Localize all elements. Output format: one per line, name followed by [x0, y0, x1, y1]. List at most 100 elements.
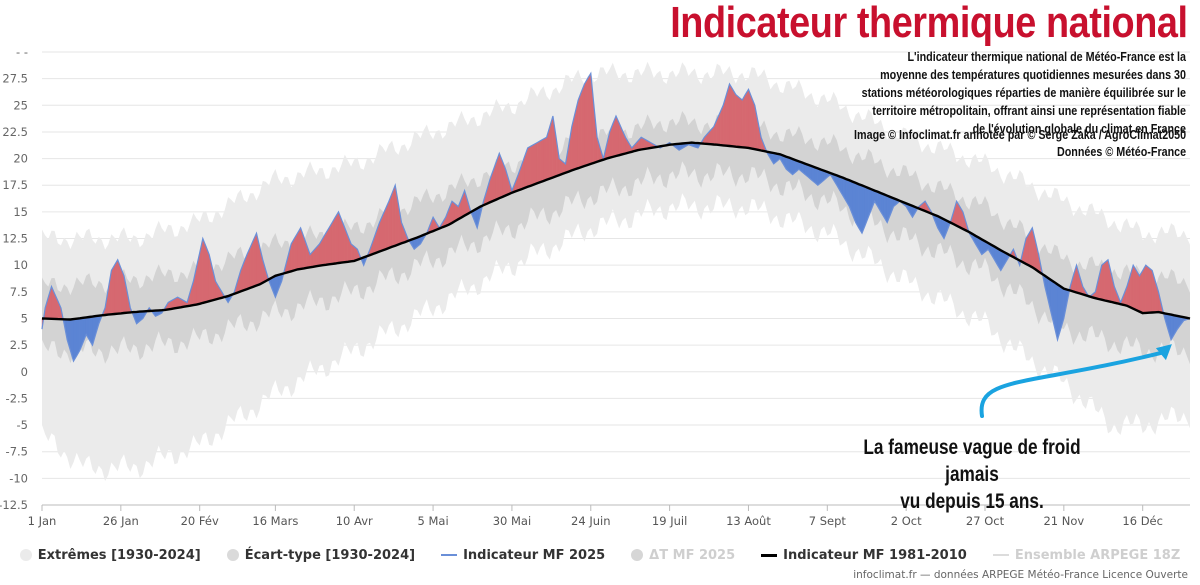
x-tick-label: 24 Juin — [571, 514, 610, 528]
legend-label-mf-normal: Indicateur MF 1981-2010 — [783, 547, 967, 563]
chart-description: L'indicateur thermique national de Météo… — [859, 48, 1186, 146]
x-tick-label: 1 Jan — [28, 514, 57, 528]
cold-wave-annotation: La fameuse vague de froid jamais vu depu… — [841, 434, 1103, 515]
y-tick-label: -7.5 — [6, 445, 28, 459]
anomaly-above — [748, 89, 752, 149]
y-tick-label: 12.5 — [2, 232, 28, 246]
anomaly-above — [114, 259, 118, 315]
x-tick-label: 5 Mai — [418, 514, 449, 528]
description-text: L'indicateur thermique national de Météo… — [861, 50, 1186, 136]
chart-title: Indicateur thermique national — [670, 0, 1189, 47]
x-tick-label: 30 Mai — [493, 514, 531, 528]
anomaly-above — [587, 72, 591, 166]
legend-item-stddev[interactable]: Écart-type [1930-2024] — [226, 544, 416, 566]
anomaly-above — [738, 96, 743, 148]
anomaly-above — [745, 88, 749, 149]
anomaly-above — [253, 233, 257, 287]
anomaly-above — [1148, 267, 1153, 313]
legend-label-arpege: Ensemble ARPEGE 18Z — [1014, 547, 1181, 563]
anomaly-above — [543, 136, 547, 182]
annotation-line-1: La fameuse vague de froid jamais — [863, 436, 1081, 486]
anomaly-below — [73, 318, 77, 362]
x-axis: 1 Jan 26 Jan 20 Fév 16 Mars 10 Avr 5 Mai 30 Ma… — [28, 504, 1190, 528]
legend-item-arpege[interactable]: Ensemble ARPEGE 18Z — [992, 544, 1181, 566]
annotation-arrow-head — [1155, 344, 1172, 361]
anomaly-above — [578, 91, 582, 169]
anomaly-above — [1142, 264, 1147, 314]
annotation-arrow-line — [979, 350, 1166, 418]
anomaly-above — [735, 94, 740, 148]
legend-label-delta-t: ΔT MF 2025 — [649, 547, 736, 563]
annotation-line-2: vu depuis 15 ans. — [900, 490, 1044, 513]
anomaly-below — [855, 182, 859, 229]
anomaly-above — [451, 200, 456, 224]
y-tick-label: 17.5 — [2, 178, 28, 192]
credit-data: Données © Météo-France — [1056, 145, 1186, 159]
anomaly-above — [202, 238, 207, 304]
legend-label-extremes: Extrêmes [1930-2024] — [37, 547, 201, 563]
legend-item-delta-t[interactable]: ΔT MF 2025 — [631, 544, 735, 566]
anomaly-above — [530, 144, 535, 186]
anomaly-above — [1132, 264, 1137, 311]
y-tick-label: 15 — [13, 205, 28, 219]
band-stddev — [42, 111, 1190, 365]
y-tick-label: -2.5 — [6, 391, 28, 405]
x-tick-label: 16 Mars — [252, 514, 298, 528]
legend-swatch-stddev — [226, 549, 239, 561]
legend-swatch-mf-normal — [761, 553, 778, 557]
x-tick-label: 27 Oct — [966, 514, 1005, 528]
anomaly-above — [328, 221, 333, 265]
legend-item-extremes[interactable]: Extrêmes [1930-2024] — [19, 544, 201, 566]
x-tick-label: 16 Déc — [1122, 514, 1163, 528]
x-tick-label: 13 Août — [726, 514, 771, 528]
y-tick-label: 20 — [13, 152, 28, 166]
x-tick-label: 20 Fév — [181, 514, 219, 528]
anomaly-above — [742, 93, 746, 148]
y-tick-label: 7.5 — [10, 285, 28, 299]
anomaly-above — [332, 216, 336, 265]
anomaly-above — [584, 77, 588, 167]
anomaly-above — [537, 140, 541, 184]
anomaly-above — [1104, 259, 1109, 302]
y-axis-labels: - - 27.5 25 22.5 20 17.5 15 12.5 10 7.5 5 2.5 0 -2.5 -… — [0, 45, 28, 512]
x-tick-label: 26 Jan — [103, 514, 139, 528]
legend-label-mf2025: Indicateur MF 2025 — [463, 547, 606, 563]
anomaly-above — [533, 142, 538, 185]
y-tick-label: -10 — [9, 471, 28, 485]
x-tick-label: 7 Sept — [809, 514, 847, 528]
x-tick-label: 21 Nov — [1043, 514, 1084, 528]
anomaly-above — [1028, 227, 1033, 268]
anomaly-above — [391, 185, 396, 248]
anomaly-above — [1136, 269, 1140, 312]
y-tick-label: 5 — [21, 311, 28, 325]
climatology-bands — [42, 61, 1190, 482]
legend-label-stddev: Écart-type [1930-2024] — [244, 547, 416, 563]
anomaly-above — [335, 211, 339, 264]
anomaly-above — [1145, 264, 1150, 314]
y-tick-label: 10 — [13, 258, 28, 272]
legend-swatch-arpege — [992, 554, 1009, 556]
y-tick-label: 27.5 — [2, 72, 28, 86]
legend: Extrêmes [1930-2024] Écart-type [1930-20… — [0, 544, 1200, 566]
x-tick-label: 10 Avr — [336, 514, 373, 528]
anomaly-above — [527, 145, 531, 188]
y-tick-label: 2.5 — [10, 338, 28, 352]
anomaly-above — [732, 88, 736, 147]
legend-item-mf2025[interactable]: Indicateur MF 2025 — [441, 544, 605, 566]
anomaly-above — [111, 264, 115, 315]
anomaly-above — [729, 83, 733, 147]
legend-swatch-extremes — [19, 549, 32, 561]
legend-swatch-delta-t — [631, 549, 644, 561]
footer-source: infoclimat.fr — données ARPEGE Météo-Fra… — [853, 569, 1188, 581]
y-tick-label: 22.5 — [2, 125, 28, 139]
indicator-lines — [41, 71, 1191, 363]
legend-item-mf-normal[interactable]: Indicateur MF 1981-2010 — [761, 544, 967, 566]
credit-image: Image © Infoclimat.fr annotée par © Serg… — [853, 128, 1186, 142]
credits: Image © Infoclimat.fr annotée par © Serg… — [854, 127, 1186, 161]
anomaly-below — [858, 183, 863, 234]
y-tick-label: 25 — [13, 98, 28, 112]
anomaly-fill — [41, 72, 1191, 362]
anomaly-above — [297, 227, 301, 270]
y-tick-label: - - — [16, 45, 28, 59]
